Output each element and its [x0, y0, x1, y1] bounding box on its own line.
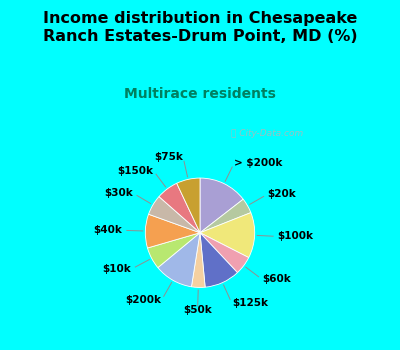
Text: Income distribution in Chesapeake
Ranch Estates-Drum Point, MD (%): Income distribution in Chesapeake Ranch …	[43, 10, 357, 44]
Text: Multirace residents: Multirace residents	[124, 88, 276, 102]
Wedge shape	[200, 199, 251, 233]
Wedge shape	[177, 178, 200, 233]
Text: $10k: $10k	[103, 264, 132, 274]
Text: $200k: $200k	[126, 295, 162, 305]
Text: $30k: $30k	[104, 188, 133, 198]
Wedge shape	[148, 233, 200, 268]
Wedge shape	[200, 212, 255, 258]
Wedge shape	[200, 233, 238, 287]
Wedge shape	[159, 183, 200, 233]
Text: $20k: $20k	[268, 189, 296, 199]
Wedge shape	[145, 214, 200, 248]
Text: $125k: $125k	[232, 299, 268, 308]
Text: $100k: $100k	[278, 231, 314, 242]
Wedge shape	[158, 233, 200, 287]
Text: $60k: $60k	[262, 274, 291, 284]
Text: $150k: $150k	[117, 166, 153, 176]
Wedge shape	[200, 233, 249, 273]
Wedge shape	[148, 197, 200, 233]
Text: > $200k: > $200k	[234, 158, 282, 168]
Wedge shape	[192, 233, 205, 287]
Text: $40k: $40k	[94, 225, 122, 235]
Wedge shape	[200, 178, 243, 233]
Text: $50k: $50k	[183, 305, 212, 315]
Text: ⧗ City-Data.com: ⧗ City-Data.com	[231, 129, 304, 138]
Text: $75k: $75k	[154, 152, 183, 162]
